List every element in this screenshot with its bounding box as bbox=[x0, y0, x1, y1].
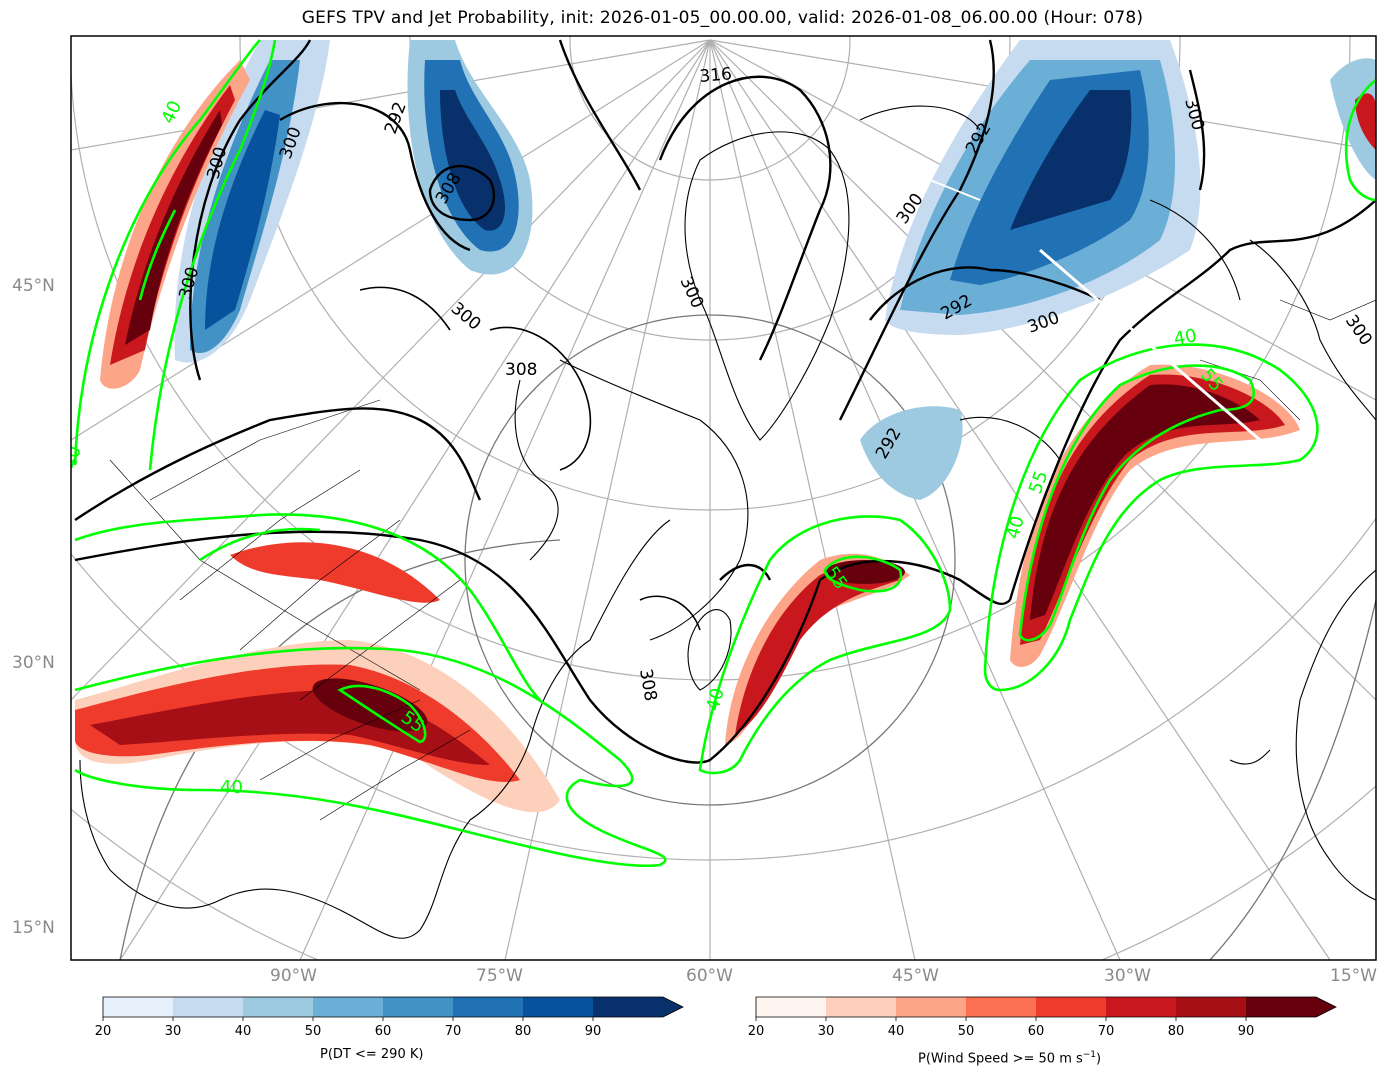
dt-colorbar-segment bbox=[523, 997, 594, 1017]
wind-colorbar-tick-label: 70 bbox=[1098, 1024, 1115, 1039]
coastlines bbox=[79, 105, 1376, 939]
dt-colorbar-tick-label: 60 bbox=[375, 1024, 392, 1039]
wind-colorbar: 20 30 40 50 60 70 80 90 bbox=[748, 996, 1337, 1039]
wind-colorbar-outline bbox=[755, 996, 1337, 1018]
grid-arc-east bbox=[1209, 599, 1376, 960]
theta-label: 316 bbox=[699, 64, 733, 87]
lon-label-30w: 30°W bbox=[1104, 966, 1151, 986]
theta-contours-thin bbox=[359, 286, 701, 631]
grid-circle bbox=[464, 314, 956, 806]
dt-colorbar-tick-label: 70 bbox=[445, 1024, 462, 1039]
dt-colorbar-tick-label: 80 bbox=[515, 1024, 532, 1039]
wind-colorbar-segment bbox=[1176, 997, 1247, 1017]
wind-colorbar-tick-label: 30 bbox=[818, 1024, 835, 1039]
jet-probability-fill bbox=[75, 60, 1376, 813]
dt-colorbar-tick-label: 20 bbox=[95, 1024, 112, 1039]
wind-colorbar-tick-label: 80 bbox=[1168, 1024, 1185, 1039]
dt-colorbar-tick-label: 40 bbox=[235, 1024, 252, 1039]
dt-colorbar-segment bbox=[103, 997, 174, 1017]
theta-label: 308 bbox=[505, 360, 537, 380]
theta-contours bbox=[74, 39, 1376, 764]
tpv-probability-fill bbox=[174, 40, 1376, 500]
wind-colorbar-segment bbox=[1246, 997, 1336, 1017]
jet-label: 40 bbox=[220, 777, 243, 798]
wind-colorbar-segment bbox=[896, 997, 967, 1017]
map-title: GEFS TPV and Jet Probability, init: 2026… bbox=[301, 8, 1144, 28]
wind-colorbar-tick-label: 20 bbox=[748, 1024, 765, 1039]
wind-colorbar-tick-label: 50 bbox=[958, 1024, 975, 1039]
wind-colorbar-label: P(Wind Speed >= 50 m s−1) bbox=[918, 1050, 1102, 1067]
jet-contours bbox=[73, 39, 1376, 868]
lon-label-45w: 45°W bbox=[892, 966, 939, 986]
dt-colorbar-label: P(DT <= 290 K) bbox=[320, 1047, 424, 1062]
dt-colorbar-segment bbox=[243, 997, 314, 1017]
wind-colorbar-tick-label: 40 bbox=[888, 1024, 905, 1039]
wind-colorbar-segment bbox=[1106, 997, 1177, 1017]
lat-label-15n: 15°N bbox=[12, 918, 55, 938]
lat-label-30n: 30°N bbox=[12, 653, 55, 673]
lat-label-45n: 45°N bbox=[12, 276, 55, 296]
dt-colorbar-segment bbox=[173, 997, 244, 1017]
wind-colorbar-segment bbox=[826, 997, 897, 1017]
dt-colorbar-tick-label: 50 bbox=[305, 1024, 322, 1039]
dt-colorbar: 20 30 40 50 60 70 80 90 bbox=[95, 996, 684, 1039]
wind-colorbar-segment bbox=[756, 997, 827, 1017]
dt-colorbar-segment bbox=[593, 997, 683, 1017]
lon-label-90w: 90°W bbox=[270, 966, 317, 986]
wind-colorbar-segment bbox=[966, 997, 1037, 1017]
lon-label-15w: 15°W bbox=[1330, 966, 1377, 986]
wind-colorbar-segment bbox=[1036, 997, 1107, 1017]
graticule bbox=[71, 36, 1376, 960]
dt-colorbar-segment bbox=[383, 997, 454, 1017]
data-gap-streak-2 bbox=[929, 179, 981, 201]
jet-label: 40 bbox=[1172, 325, 1198, 350]
dt-colorbar-segment bbox=[453, 997, 524, 1017]
map-frame bbox=[70, 35, 1377, 961]
dt-colorbar-tick-label: 90 bbox=[585, 1024, 602, 1039]
dt-colorbar-segment bbox=[313, 997, 384, 1017]
lon-label-75w: 75°W bbox=[476, 966, 523, 986]
dt-colorbar-outline bbox=[102, 996, 684, 1018]
wind-colorbar-tick-label: 60 bbox=[1028, 1024, 1045, 1039]
lon-label-60w: 60°W bbox=[686, 966, 733, 986]
data-gap-streak bbox=[1039, 248, 1261, 442]
state-borders bbox=[109, 299, 1376, 821]
dt-colorbar-tick-label: 30 bbox=[165, 1024, 182, 1039]
wind-colorbar-tick-label: 90 bbox=[1238, 1024, 1255, 1039]
